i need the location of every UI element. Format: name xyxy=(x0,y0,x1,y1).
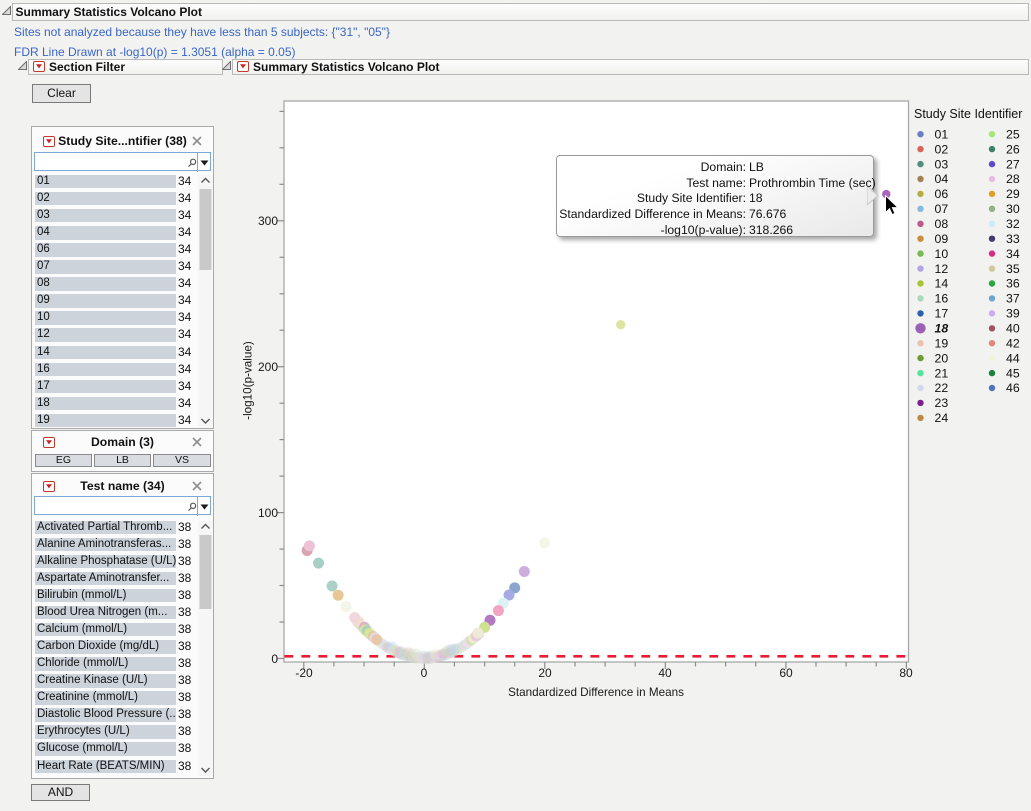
svg-text:04: 04 xyxy=(935,172,949,186)
svg-text:21: 21 xyxy=(935,366,949,380)
svg-text:40: 40 xyxy=(1006,322,1020,336)
svg-text:02: 02 xyxy=(935,142,949,156)
svg-text:17: 17 xyxy=(935,307,949,321)
svg-text:06: 06 xyxy=(935,187,949,201)
svg-text:32: 32 xyxy=(1006,217,1020,231)
svg-text:37: 37 xyxy=(1006,292,1020,306)
svg-text:24: 24 xyxy=(935,411,949,425)
svg-text:27: 27 xyxy=(1006,157,1020,171)
svg-text:01: 01 xyxy=(935,127,949,141)
svg-text:12: 12 xyxy=(935,262,949,276)
svg-text:42: 42 xyxy=(1006,336,1020,350)
svg-text:33: 33 xyxy=(1006,232,1020,246)
svg-text:10: 10 xyxy=(935,247,949,261)
svg-text:25: 25 xyxy=(1006,127,1020,141)
svg-text:07: 07 xyxy=(935,202,949,216)
svg-text:35: 35 xyxy=(1006,262,1020,276)
svg-text:34: 34 xyxy=(1006,247,1020,261)
svg-text:08: 08 xyxy=(935,217,949,231)
svg-text:16: 16 xyxy=(935,292,949,306)
svg-text:03: 03 xyxy=(935,157,949,171)
svg-text:23: 23 xyxy=(935,396,949,410)
svg-text:09: 09 xyxy=(935,232,949,246)
svg-text:19: 19 xyxy=(935,336,949,350)
svg-text:26: 26 xyxy=(1006,142,1020,156)
svg-text:29: 29 xyxy=(1006,187,1020,201)
svg-text:39: 39 xyxy=(1006,307,1020,321)
svg-text:44: 44 xyxy=(1006,351,1020,365)
svg-text:46: 46 xyxy=(1006,381,1020,395)
svg-text:18: 18 xyxy=(935,322,949,336)
svg-text:20: 20 xyxy=(935,351,949,365)
svg-text:36: 36 xyxy=(1006,277,1020,291)
svg-text:22: 22 xyxy=(935,381,949,395)
svg-text:28: 28 xyxy=(1006,172,1020,186)
svg-text:45: 45 xyxy=(1006,366,1020,380)
svg-text:30: 30 xyxy=(1006,202,1020,216)
svg-text:14: 14 xyxy=(935,277,949,291)
